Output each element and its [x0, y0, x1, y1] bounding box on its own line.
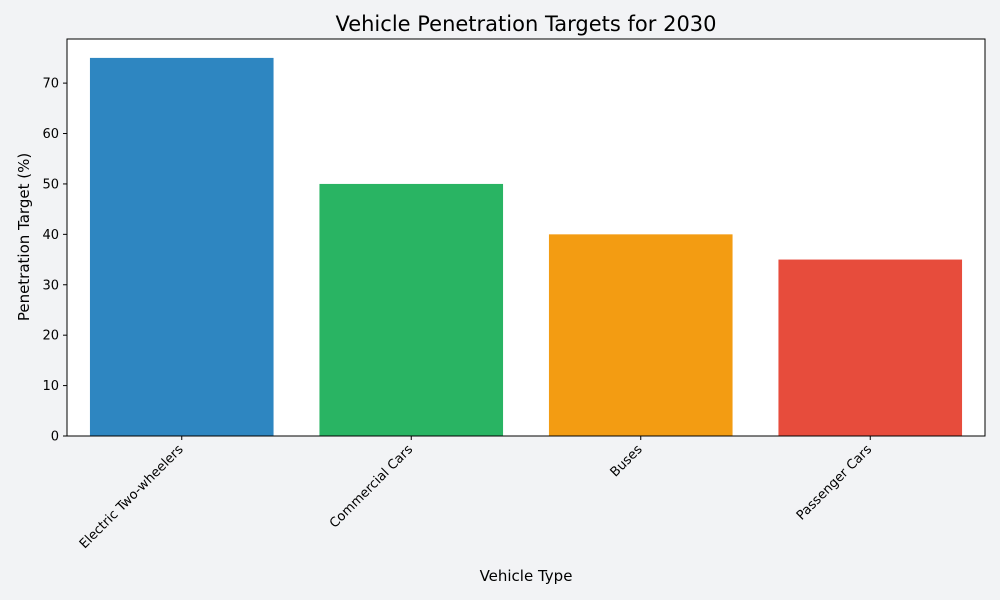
- y-axis: 0 10 20 30 40 50 60 70: [42, 77, 67, 445]
- x-tick-label-4: Passenger Cars: [794, 442, 875, 523]
- bar-4: [778, 259, 963, 436]
- y-tick-label-5: 40: [42, 228, 59, 243]
- x-axis: Electric Two-wheelers Commercial Cars Buse…: [77, 436, 875, 552]
- x-tick-label-3: Buses: [608, 442, 646, 480]
- bars-group: [89, 57, 963, 437]
- y-tick-label-4: 30: [42, 278, 59, 293]
- bar-2: [319, 183, 504, 436]
- x-tick-label-2: Commercial Cars: [327, 442, 416, 531]
- x-axis-label: Vehicle Type: [480, 567, 573, 585]
- bar-3: [548, 234, 733, 436]
- y-tick-label-1: 0: [51, 430, 59, 445]
- y-tick-label-6: 50: [42, 177, 59, 192]
- y-axis-label: Penetration Target (%): [15, 153, 33, 321]
- bar-1: [89, 57, 274, 437]
- y-tick-label-8: 70: [42, 77, 59, 92]
- y-tick-label-3: 20: [42, 329, 59, 344]
- plot-frame: [66, 38, 986, 437]
- y-tick-label-7: 60: [42, 127, 59, 142]
- x-tick-label-1: Electric Two-wheelers: [77, 442, 187, 552]
- chart-title: Vehicle Penetration Targets for 2030: [335, 12, 716, 36]
- y-tick-label-2: 10: [42, 379, 59, 394]
